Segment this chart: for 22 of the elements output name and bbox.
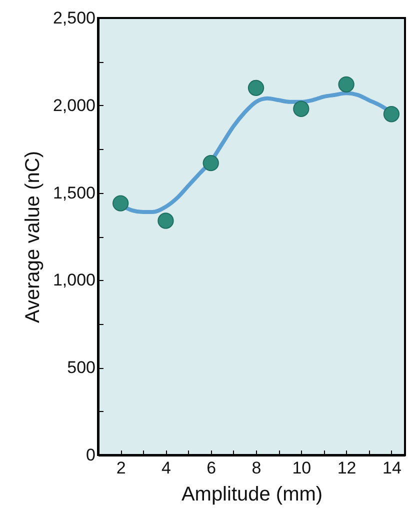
point: [112, 195, 129, 212]
y-tick-label: 2,000: [52, 96, 96, 115]
y-tick-label: 2,500: [52, 8, 96, 28]
y-tick-label: 500: [67, 358, 96, 378]
y-axis-title: Average value (nC): [22, 151, 44, 323]
point: [293, 100, 310, 117]
x-tick-label: 12: [337, 458, 356, 478]
x-axis-title: Amplitude (mm): [181, 484, 323, 506]
x-tick-label: 2: [116, 458, 126, 478]
x-tick-label: 14: [382, 458, 402, 478]
y-tick-label: 0: [86, 446, 96, 464]
y-tick-label: 1,000: [52, 270, 96, 290]
x-tick-label: 8: [252, 458, 262, 478]
x-tick-label: 6: [206, 458, 216, 478]
x-tick-label: 10: [292, 458, 312, 478]
point: [158, 212, 174, 229]
point: [248, 80, 264, 96]
point: [338, 76, 354, 92]
point: [202, 155, 219, 172]
point: [383, 106, 400, 122]
x-tick-label: 4: [161, 458, 171, 478]
y-tick-label: 1,500: [52, 183, 96, 202]
